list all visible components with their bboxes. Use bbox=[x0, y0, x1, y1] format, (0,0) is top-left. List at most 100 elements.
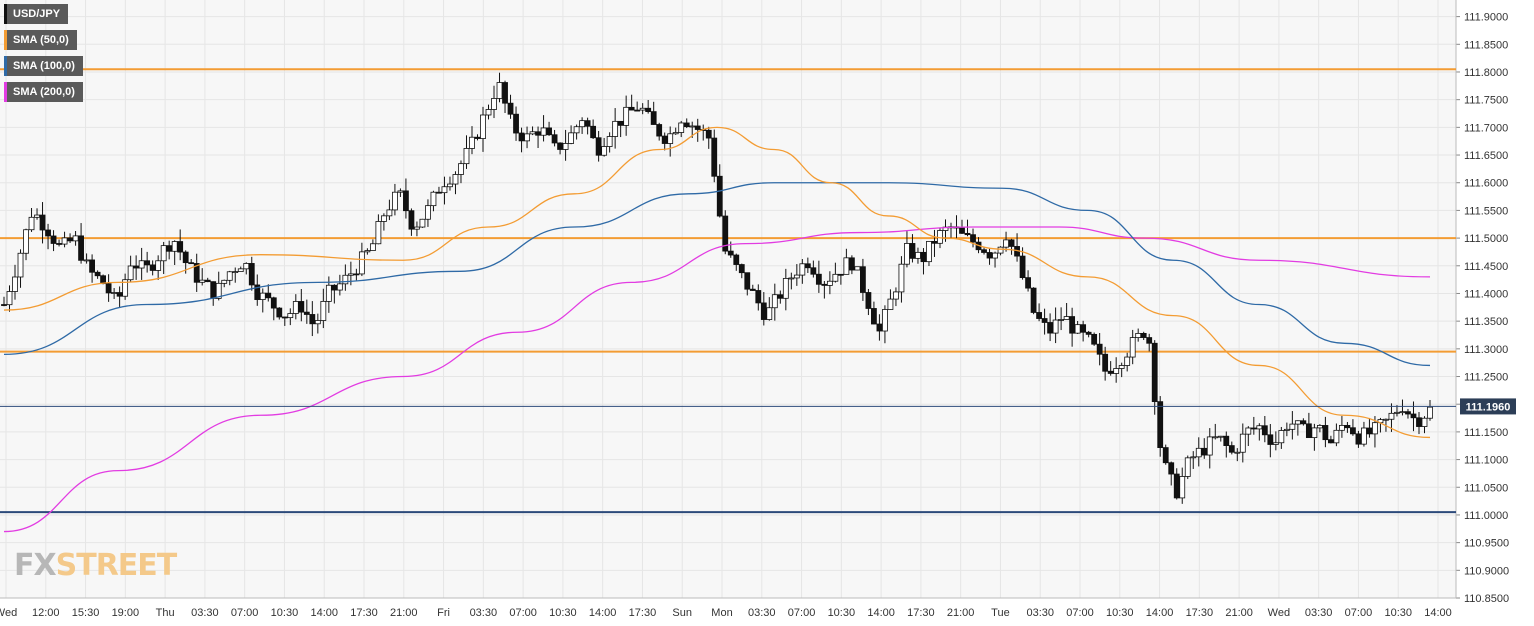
candle-body bbox=[425, 205, 431, 220]
candle-body bbox=[39, 214, 46, 231]
candle-body bbox=[353, 273, 360, 276]
candle-body bbox=[347, 273, 354, 276]
candle-body bbox=[72, 235, 79, 242]
candle-body bbox=[1041, 318, 1048, 323]
candle-body bbox=[909, 243, 916, 259]
candle-body bbox=[56, 243, 62, 245]
candle-body bbox=[342, 274, 349, 285]
candle-body bbox=[1372, 422, 1378, 435]
x-tick-label: 14:00 bbox=[589, 607, 617, 619]
candle-body bbox=[1405, 411, 1411, 415]
candle-body bbox=[1080, 324, 1087, 333]
x-tick-label: 10:30 bbox=[1106, 607, 1134, 619]
candle-body bbox=[1019, 255, 1026, 279]
x-tick-label: 14:00 bbox=[310, 607, 338, 619]
y-tick-label: 111.3500 bbox=[1464, 316, 1508, 328]
x-tick-label: 03:30 bbox=[1305, 607, 1333, 619]
candle-body bbox=[1008, 239, 1015, 247]
candle-body bbox=[1289, 423, 1296, 430]
candle-body bbox=[392, 191, 398, 211]
last-price-label: 111.1960 bbox=[1466, 401, 1511, 413]
legend-item-sma100[interactable]: SMA (100,0) bbox=[4, 56, 83, 76]
candle-body bbox=[248, 263, 255, 286]
price-axis-area bbox=[1456, 0, 1534, 626]
candle-body bbox=[237, 268, 244, 273]
candle-body bbox=[992, 252, 998, 259]
candle-body bbox=[964, 232, 971, 236]
x-tick-label: 21:00 bbox=[947, 607, 975, 619]
candle-body bbox=[981, 249, 987, 253]
x-tick-label: 03:30 bbox=[1026, 607, 1054, 619]
legend-label: SMA (200,0) bbox=[13, 86, 75, 98]
candle-body bbox=[287, 313, 294, 319]
candle-body bbox=[182, 251, 189, 264]
candle-body bbox=[259, 292, 266, 300]
x-tick-label: 17:30 bbox=[1186, 607, 1214, 619]
sma-200-line bbox=[3, 226, 1431, 533]
candle-body bbox=[1416, 417, 1422, 427]
y-tick-label: 111.3000 bbox=[1464, 344, 1508, 356]
legend-item-sma200[interactable]: SMA (200,0) bbox=[4, 82, 83, 102]
candle-body bbox=[61, 237, 68, 245]
candle-body bbox=[595, 137, 602, 156]
candle-body bbox=[325, 284, 332, 302]
candle-body bbox=[810, 267, 817, 275]
candle-body bbox=[760, 302, 767, 320]
candle-body bbox=[661, 135, 668, 144]
candle-body bbox=[887, 298, 894, 310]
candle-body bbox=[1052, 319, 1059, 334]
fxstreet-logo: FXSTREET bbox=[14, 548, 177, 583]
legend-item-usdjpy[interactable]: USD/JPY bbox=[4, 4, 69, 24]
candle-body bbox=[915, 251, 921, 259]
candle-body bbox=[1267, 434, 1274, 445]
y-tick-label: 111.4000 bbox=[1464, 288, 1508, 300]
candle-body bbox=[711, 137, 718, 177]
legend-item-sma50[interactable]: SMA (50,0) bbox=[4, 30, 77, 50]
candle-body bbox=[590, 125, 597, 139]
candle-body bbox=[815, 273, 822, 285]
candle-body bbox=[876, 323, 883, 332]
candle-body bbox=[45, 229, 51, 237]
candle-body bbox=[733, 254, 740, 265]
candle-body bbox=[320, 300, 327, 321]
candle-body bbox=[771, 294, 778, 309]
last-price-tag bbox=[1460, 398, 1516, 415]
candle-body bbox=[573, 126, 580, 134]
y-tick-label: 111.5000 bbox=[1464, 233, 1508, 245]
candle-body bbox=[281, 316, 288, 319]
candle-body bbox=[612, 120, 619, 137]
candle-body bbox=[309, 314, 316, 325]
candle-body bbox=[403, 190, 409, 212]
candle-body bbox=[380, 215, 387, 222]
candle-body bbox=[436, 191, 442, 194]
candle-body bbox=[832, 273, 839, 282]
candle-body bbox=[1245, 427, 1252, 435]
candle-body bbox=[447, 183, 453, 188]
candle-body bbox=[188, 262, 195, 265]
candle-body bbox=[469, 136, 475, 149]
candle-body bbox=[336, 283, 343, 291]
candle-body bbox=[28, 216, 35, 231]
x-tick-label: 03:30 bbox=[191, 607, 219, 619]
candle-body bbox=[1195, 447, 1202, 458]
candle-body bbox=[799, 263, 806, 276]
x-tick-label: 14:00 bbox=[1424, 607, 1452, 619]
candle-body bbox=[1250, 427, 1257, 430]
candle-body bbox=[23, 229, 29, 254]
candle-body bbox=[1333, 429, 1340, 444]
candle-body bbox=[546, 127, 552, 136]
candle-body bbox=[793, 274, 800, 279]
candle-body bbox=[232, 271, 239, 274]
legend-label: SMA (100,0) bbox=[13, 60, 75, 72]
candle-body bbox=[1025, 277, 1031, 289]
candle-body bbox=[557, 142, 563, 150]
candle-body bbox=[959, 227, 965, 234]
candle-body bbox=[562, 143, 569, 150]
candle-body bbox=[1063, 316, 1070, 320]
candle-body bbox=[276, 307, 283, 318]
candle-body bbox=[50, 235, 57, 244]
candle-body bbox=[463, 148, 470, 165]
y-tick-label: 111.7500 bbox=[1464, 95, 1508, 107]
